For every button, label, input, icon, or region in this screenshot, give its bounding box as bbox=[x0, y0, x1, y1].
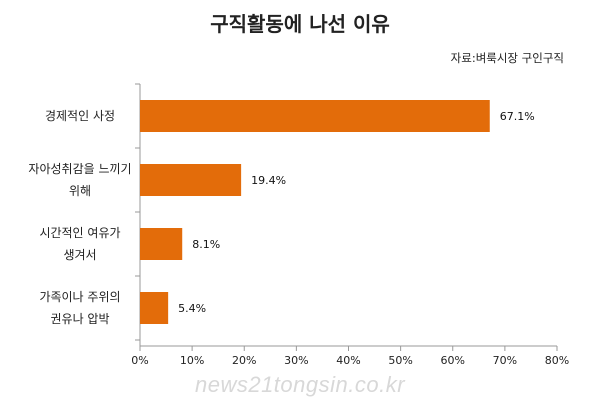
category-label-line: 자아성취감을 느끼기 bbox=[28, 162, 131, 176]
x-tick-label: 0% bbox=[131, 354, 148, 367]
x-tick-label: 30% bbox=[284, 354, 308, 367]
bar bbox=[140, 292, 169, 324]
x-tick-label: 50% bbox=[388, 354, 412, 367]
category-label-line: 가족이나 주위의 bbox=[39, 290, 120, 304]
bar bbox=[140, 228, 183, 260]
x-tick-label: 80% bbox=[545, 354, 569, 367]
x-tick-label: 10% bbox=[180, 354, 204, 367]
category-label-line: 시간적인 여유가 bbox=[39, 226, 120, 240]
x-tick-label: 20% bbox=[232, 354, 256, 367]
bar bbox=[140, 164, 242, 196]
watermark: news21tongsin.co.kr bbox=[194, 372, 406, 397]
x-tick-label: 60% bbox=[441, 354, 465, 367]
data-label: 8.1% bbox=[192, 238, 220, 251]
data-label: 5.4% bbox=[178, 302, 206, 315]
category-label-line: 권유나 압박 bbox=[50, 312, 109, 326]
category-label: 경제적인 사정 bbox=[45, 109, 115, 123]
category-label-line: 경제적인 사정 bbox=[45, 109, 115, 123]
x-tick-label: 40% bbox=[336, 354, 360, 367]
bar bbox=[140, 100, 490, 132]
x-tick-label: 70% bbox=[493, 354, 517, 367]
chart-title: 구직활동에 나선 이유 bbox=[210, 12, 390, 36]
category-label-line: 생겨서 bbox=[63, 248, 96, 262]
data-label: 67.1% bbox=[500, 110, 535, 123]
category-label-line: 위해 bbox=[69, 184, 91, 198]
source-note: 자료:벼룩시장 구인구직 bbox=[450, 51, 564, 65]
data-label: 19.4% bbox=[251, 174, 286, 187]
